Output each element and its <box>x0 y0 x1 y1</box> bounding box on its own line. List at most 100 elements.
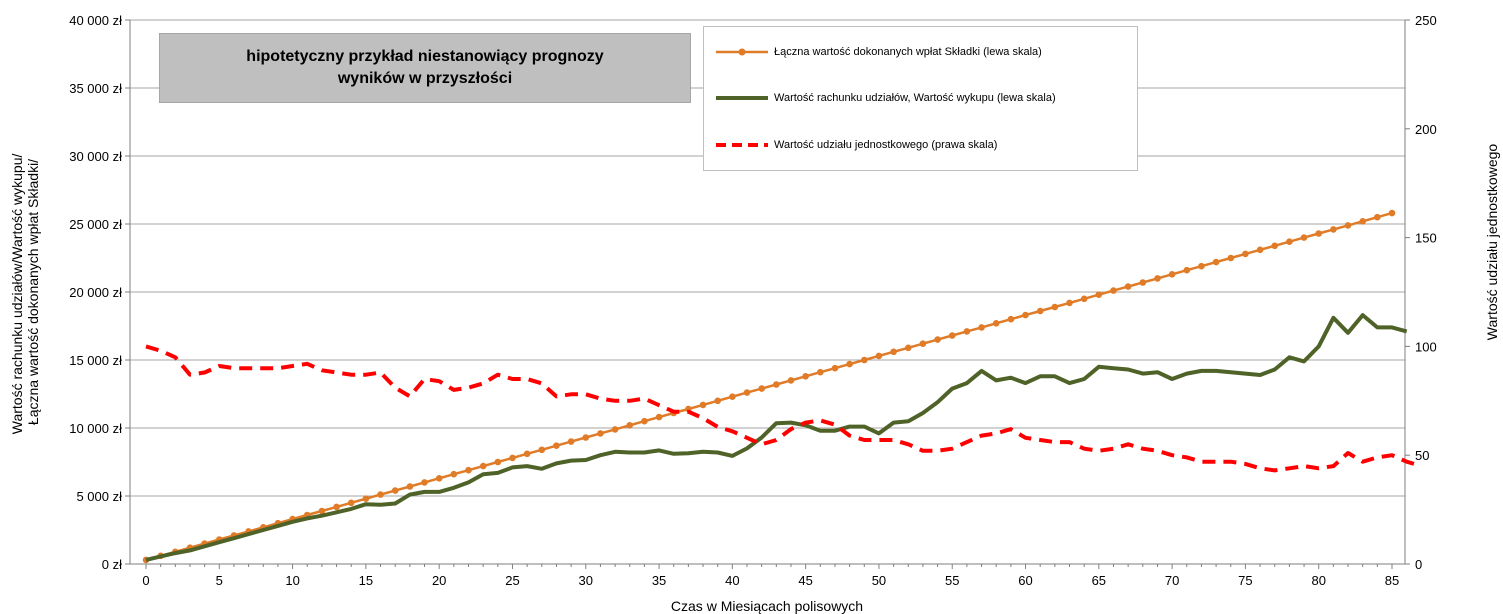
x-tick-label-45: 45 <box>798 573 812 588</box>
legend-label-premiums: Łączna wartość dokonanych wpłat Składki … <box>774 46 1042 58</box>
x-tick-label-80: 80 <box>1311 573 1325 588</box>
right-tick-label-200: 200 <box>1415 122 1437 137</box>
series-0-point-52 <box>905 344 912 352</box>
left-tick-label-20000: 20 000 zł <box>69 285 122 300</box>
series-0-point-40 <box>729 393 736 401</box>
series-0-point-25 <box>509 454 516 462</box>
x-tick-label-40: 40 <box>725 573 739 588</box>
series-0-point-34 <box>641 417 648 425</box>
series-0-point-26 <box>523 450 531 458</box>
series-line-2 <box>145 344 1422 473</box>
right-tick-label-0: 0 <box>1415 557 1422 572</box>
series-0-point-63 <box>1066 299 1073 307</box>
series-0-point-28 <box>553 442 560 450</box>
left-tick-label-25000: 25 000 zł <box>69 217 122 232</box>
series-0-point-81 <box>1330 226 1337 233</box>
right-tick-label-150: 150 <box>1415 231 1437 246</box>
series-0-point-50 <box>875 352 883 360</box>
x-tick-label-75: 75 <box>1238 573 1252 588</box>
series-0-point-38 <box>699 401 707 409</box>
left-tick-label-5000: 5 000 zł <box>76 489 122 504</box>
series-0-point-65 <box>1095 291 1103 299</box>
left-tick-label-15000: 15 000 zł <box>69 353 122 368</box>
series-0-point-58 <box>992 320 1000 327</box>
series-0-point-12 <box>318 507 326 515</box>
series-0-point-82 <box>1344 222 1352 229</box>
series-0-point-67 <box>1124 283 1132 290</box>
left-tick-label-35000: 35 000 zł <box>69 81 122 96</box>
left-axis-title: Wartość rachunku udziałów/Wartość wykupu… <box>9 150 41 435</box>
series-0-point-70 <box>1168 271 1176 278</box>
series-0-point-24 <box>494 458 502 466</box>
series-0-point-42 <box>758 385 765 392</box>
series-0-point-19 <box>421 479 428 486</box>
series-0-point-84 <box>1374 213 1381 221</box>
left-tick-label-30000: 30 000 zł <box>69 149 122 164</box>
x-tick-label-35: 35 <box>652 573 666 588</box>
series-0-point-39 <box>714 397 721 405</box>
series-0-point-47 <box>831 364 839 372</box>
series-0-point-55 <box>948 332 956 339</box>
right-tick-label-100: 100 <box>1415 339 1437 354</box>
series-0-point-17 <box>391 487 399 494</box>
x-tick-label-85: 85 <box>1385 573 1399 588</box>
right-tick-label-50: 50 <box>1415 448 1429 463</box>
series-0-point-76 <box>1256 246 1264 254</box>
right-tick-label-250: 250 <box>1415 13 1437 28</box>
series-0-point-16 <box>377 491 384 498</box>
x-tick-label-15: 15 <box>359 573 373 588</box>
series-0-point-13 <box>333 503 340 511</box>
series-0-point-32 <box>611 426 619 433</box>
series-0-point-45 <box>802 373 809 380</box>
series-0-point-72 <box>1198 262 1205 270</box>
series-0-point-15 <box>362 495 370 503</box>
series-0-point-80 <box>1315 230 1322 237</box>
left-tick-label-10000: 10 000 zł <box>69 421 122 436</box>
x-tick-label-65: 65 <box>1092 573 1106 588</box>
series-0-point-79 <box>1300 234 1308 241</box>
series-0-point-85 <box>1388 209 1396 217</box>
series-0-point-30 <box>582 434 590 441</box>
series-0-point-78 <box>1286 238 1293 245</box>
x-tick-label-50: 50 <box>872 573 886 588</box>
series-0-point-35 <box>655 413 663 421</box>
series-0-point-29 <box>567 438 575 445</box>
series-0-point-64 <box>1080 295 1088 303</box>
series-0-point-73 <box>1212 258 1220 266</box>
series-0-point-14 <box>347 499 355 507</box>
series-line-0 <box>145 211 1393 562</box>
disclaimer-annotation: hipotetyczny przykład niestanowiący prog… <box>159 33 691 103</box>
x-tick-label-5: 5 <box>216 573 223 588</box>
x-tick-label-10: 10 <box>285 573 299 588</box>
x-tick-label-20: 20 <box>432 573 446 588</box>
legend-item-account-value: Wartość rachunku udziałów, Wartość wykup… <box>714 90 1056 106</box>
series-0-point-31 <box>597 430 604 437</box>
legend: Łączna wartość dokonanych wpłat Składki … <box>703 26 1138 171</box>
disclaimer-line-2: wyników w przyszłości <box>337 70 513 87</box>
x-tick-label-25: 25 <box>505 573 519 588</box>
series-0-point-23 <box>479 462 487 470</box>
legend-swatch-account-value <box>716 96 768 100</box>
series-0-point-22 <box>465 466 472 474</box>
legend-swatch-premiums <box>716 48 768 56</box>
series-0-point-18 <box>406 483 414 490</box>
series-0-point-61 <box>1036 307 1044 315</box>
series-0-point-69 <box>1154 275 1161 282</box>
series-0-point-46 <box>817 368 824 376</box>
legend-item-unit-value: Wartość udziału jednostkowego (prawa ska… <box>714 137 997 153</box>
series-0-point-66 <box>1110 287 1117 294</box>
series-0-point-60 <box>1022 311 1029 319</box>
series-0-point-74 <box>1227 254 1235 262</box>
x-tick-label-60: 60 <box>1018 573 1032 588</box>
series-group <box>142 209 1422 564</box>
x-tick-label-55: 55 <box>945 573 959 588</box>
series-0-point-21 <box>450 470 458 478</box>
series-0-point-27 <box>538 446 546 454</box>
x-tick-label-0: 0 <box>142 573 149 588</box>
left-axis-title-line-2: Łączna wartość dokonanych wpłat Składki/ <box>25 159 41 425</box>
x-axis-title: Czas w Miesiącach polisowych <box>671 598 863 614</box>
series-0-point-75 <box>1242 250 1249 258</box>
x-tick-label-30: 30 <box>579 573 593 588</box>
left-tick-label-40000: 40 000 zł <box>69 13 122 28</box>
